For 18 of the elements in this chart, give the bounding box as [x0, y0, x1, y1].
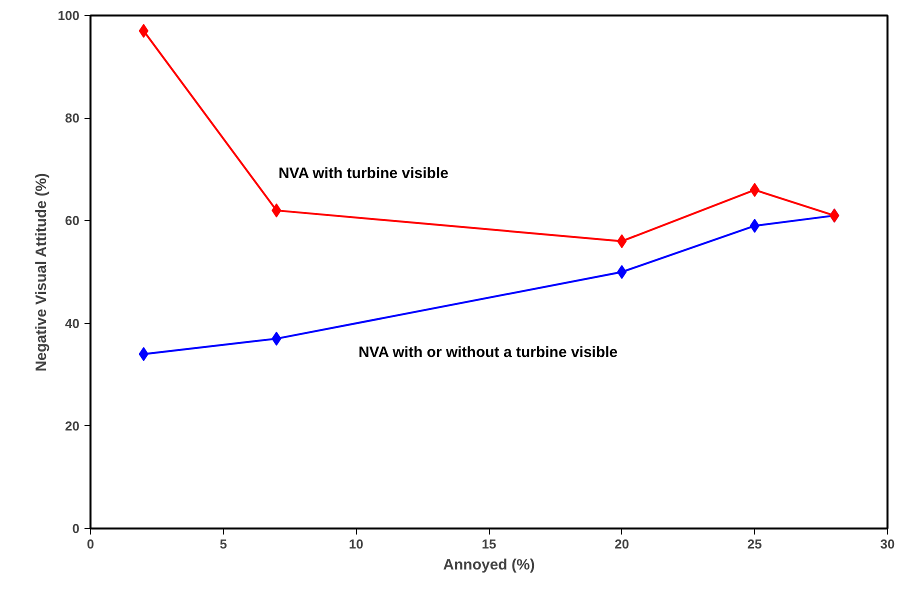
x-tick-label: 30 [880, 536, 895, 552]
x-axis-title: Annoyed (%) [443, 556, 535, 574]
x-tick-label: 0 [86, 536, 94, 552]
x-tick-label: 25 [747, 536, 762, 552]
y-tick-label: 100 [58, 8, 80, 23]
y-axis-title: Negative Visual Attitude (%) [32, 173, 50, 372]
x-tick-label: 15 [482, 536, 496, 552]
x-tick-label: 20 [614, 536, 630, 552]
y-tick-label: 20 [65, 418, 80, 434]
series-label: NVA with turbine visible [278, 164, 448, 182]
x-tick-label: 10 [348, 536, 364, 552]
x-tick-label: 5 [220, 536, 227, 552]
y-tick-label: 0 [72, 521, 80, 536]
y-tick-label: 40 [65, 316, 80, 331]
y-tick-label: 60 [65, 213, 80, 228]
series-label: NVA with or without a turbine visible [358, 344, 618, 362]
point [617, 265, 627, 279]
y-tick-label: 80 [65, 110, 80, 126]
